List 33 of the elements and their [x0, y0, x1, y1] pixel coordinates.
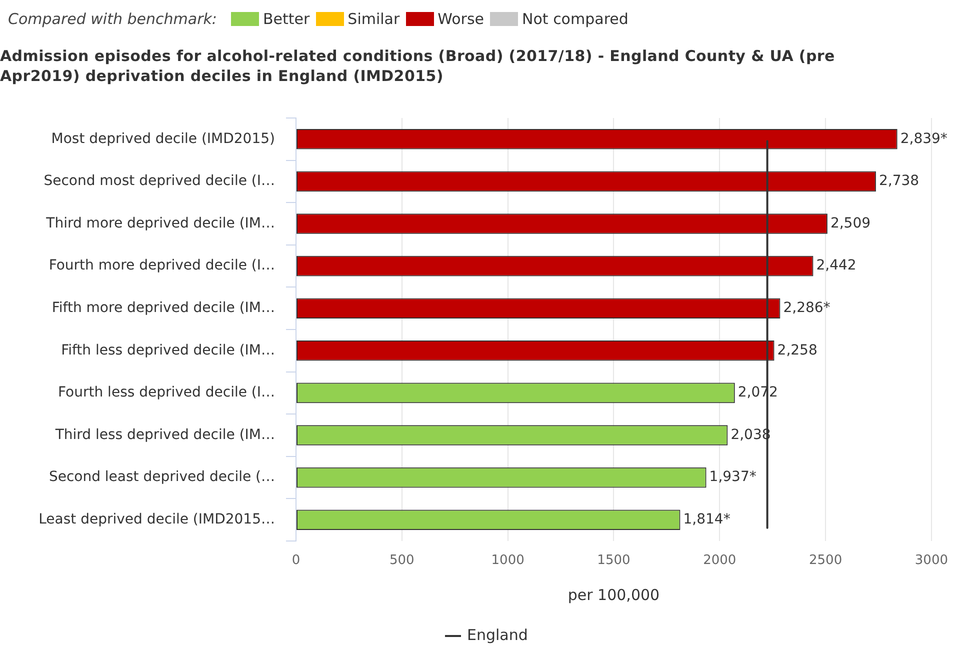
- y-tick-label: Second least deprived decile (…: [48, 469, 275, 486]
- x-axis-title: per 100,000: [568, 586, 660, 604]
- data-label: 1,814*: [683, 511, 730, 528]
- legend-label: Worse: [438, 10, 484, 28]
- legend-label: Similar: [348, 10, 400, 28]
- legend-title: Compared with benchmark:: [8, 10, 217, 28]
- y-tick-label: Second most deprived decile (I…: [44, 173, 275, 190]
- data-label: 2,839*: [900, 130, 948, 147]
- y-tick-label: Least deprived decile (IMD2015…: [38, 511, 275, 528]
- legend-label: Not compared: [522, 10, 628, 28]
- x-tick-label: 2500: [809, 553, 842, 568]
- chart-title: Admission episodes for alcohol-related conditions (Broad) (2017/18) - England County & UA (pre Apr2019) deprivation deciles in England (IMD2015): [0, 46, 836, 86]
- data-label: 2,442: [816, 258, 856, 274]
- y-tick-label: Fourth less deprived decile (I…: [58, 384, 275, 401]
- x-tick-label: 3000: [914, 553, 948, 568]
- y-tick-label: Fifth less deprived decile (IM…: [61, 342, 275, 358]
- legend-label: England: [467, 626, 528, 644]
- x-tick-label: 2000: [703, 553, 736, 568]
- y-tick-label: Fifth more deprived decile (IM…: [52, 300, 275, 316]
- y-tick-label: Fourth more deprived decile (I…: [48, 258, 275, 274]
- data-label: 1,937*: [709, 469, 756, 486]
- x-tick-label: 1500: [597, 553, 630, 568]
- x-tick-label: 0: [292, 553, 300, 568]
- data-label: 2,738: [878, 173, 920, 190]
- y-tick-label: Most deprived decile (IMD2015): [51, 130, 275, 147]
- data-label: 2,509: [830, 215, 871, 232]
- x-tick-label: 1000: [491, 553, 524, 568]
- x-tick-label: 500: [389, 553, 414, 568]
- y-tick-label: Third more deprived decile (IM…: [45, 215, 275, 232]
- y-tick-label: Third less deprived decile (IM…: [54, 426, 275, 443]
- legend-label: Better: [262, 10, 310, 28]
- data-label: 2,286*: [783, 300, 830, 316]
- data-label: 2,258: [777, 342, 818, 358]
